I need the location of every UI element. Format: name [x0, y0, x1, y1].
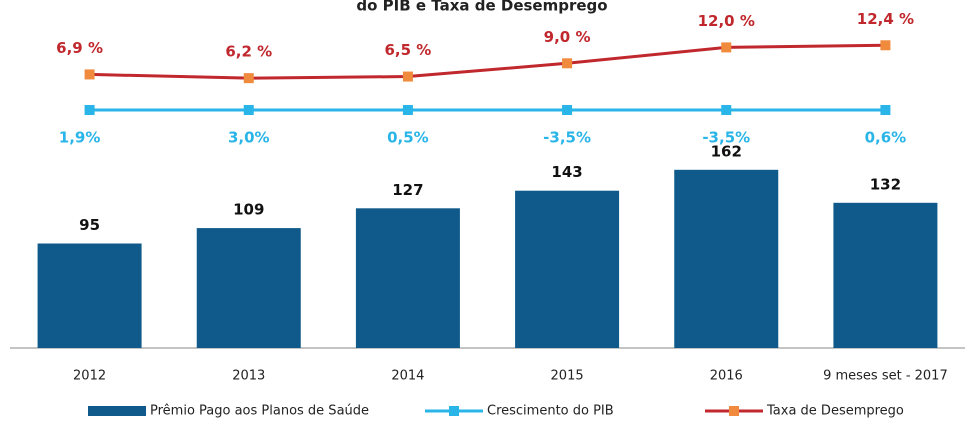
legend-label: Prêmio Pago aos Planos de Saúde: [150, 404, 369, 419]
bar: [37, 243, 142, 348]
bar: [196, 228, 301, 348]
marker: [562, 58, 573, 69]
value-label: 3,0%: [228, 129, 270, 147]
x-tick-label: 9 meses set - 2017: [823, 369, 948, 384]
legend-label: Crescimento do PIB: [487, 404, 614, 419]
value-label: 12,4 %: [857, 10, 914, 28]
value-label: 0,6%: [865, 129, 907, 147]
marker: [402, 71, 413, 82]
line: [89, 43, 886, 80]
bar-label: 132: [870, 175, 901, 193]
marker: [721, 42, 732, 53]
value-label: 6,9 %: [56, 39, 103, 57]
bar-label: 143: [551, 163, 582, 181]
value-label: 1,9%: [59, 129, 101, 147]
marker: [562, 105, 573, 115]
x-tick-label: 2015: [551, 369, 584, 384]
marker: [721, 105, 732, 115]
bar: [355, 208, 460, 348]
bar-label: 162: [711, 142, 742, 160]
marker: [402, 105, 413, 115]
legend-marker: [449, 406, 459, 416]
x-tick-label: 2014: [391, 369, 424, 384]
bar-label: 127: [392, 181, 423, 199]
marker: [243, 73, 254, 84]
value-label: -3,5%: [543, 129, 591, 147]
x-tick-label: 2016: [710, 369, 743, 384]
value-label: 0,5%: [387, 129, 429, 147]
bar: [674, 169, 779, 348]
value-label: 12,0 %: [698, 12, 755, 30]
value-label: 6,2 %: [225, 43, 272, 61]
marker: [880, 40, 891, 51]
bar: [833, 202, 938, 348]
marker: [84, 105, 95, 115]
marker: [880, 105, 891, 115]
chart-title: do PIB e Taxa de Desemprego: [356, 0, 607, 15]
bar-label: 109: [233, 201, 264, 219]
marker: [84, 69, 95, 80]
legend-swatch: [88, 406, 146, 416]
bar-label: 95: [79, 216, 100, 234]
value-label: 9,0 %: [544, 28, 591, 46]
value-label: -3,5%: [702, 129, 750, 147]
legend-marker: [729, 406, 739, 416]
marker: [243, 105, 254, 115]
bar: [515, 190, 620, 348]
legend-label: Taxa de Desemprego: [766, 404, 904, 419]
value-label: 6,5 %: [385, 41, 432, 59]
x-tick-label: 2013: [232, 369, 265, 384]
x-tick-label: 2012: [73, 369, 106, 384]
